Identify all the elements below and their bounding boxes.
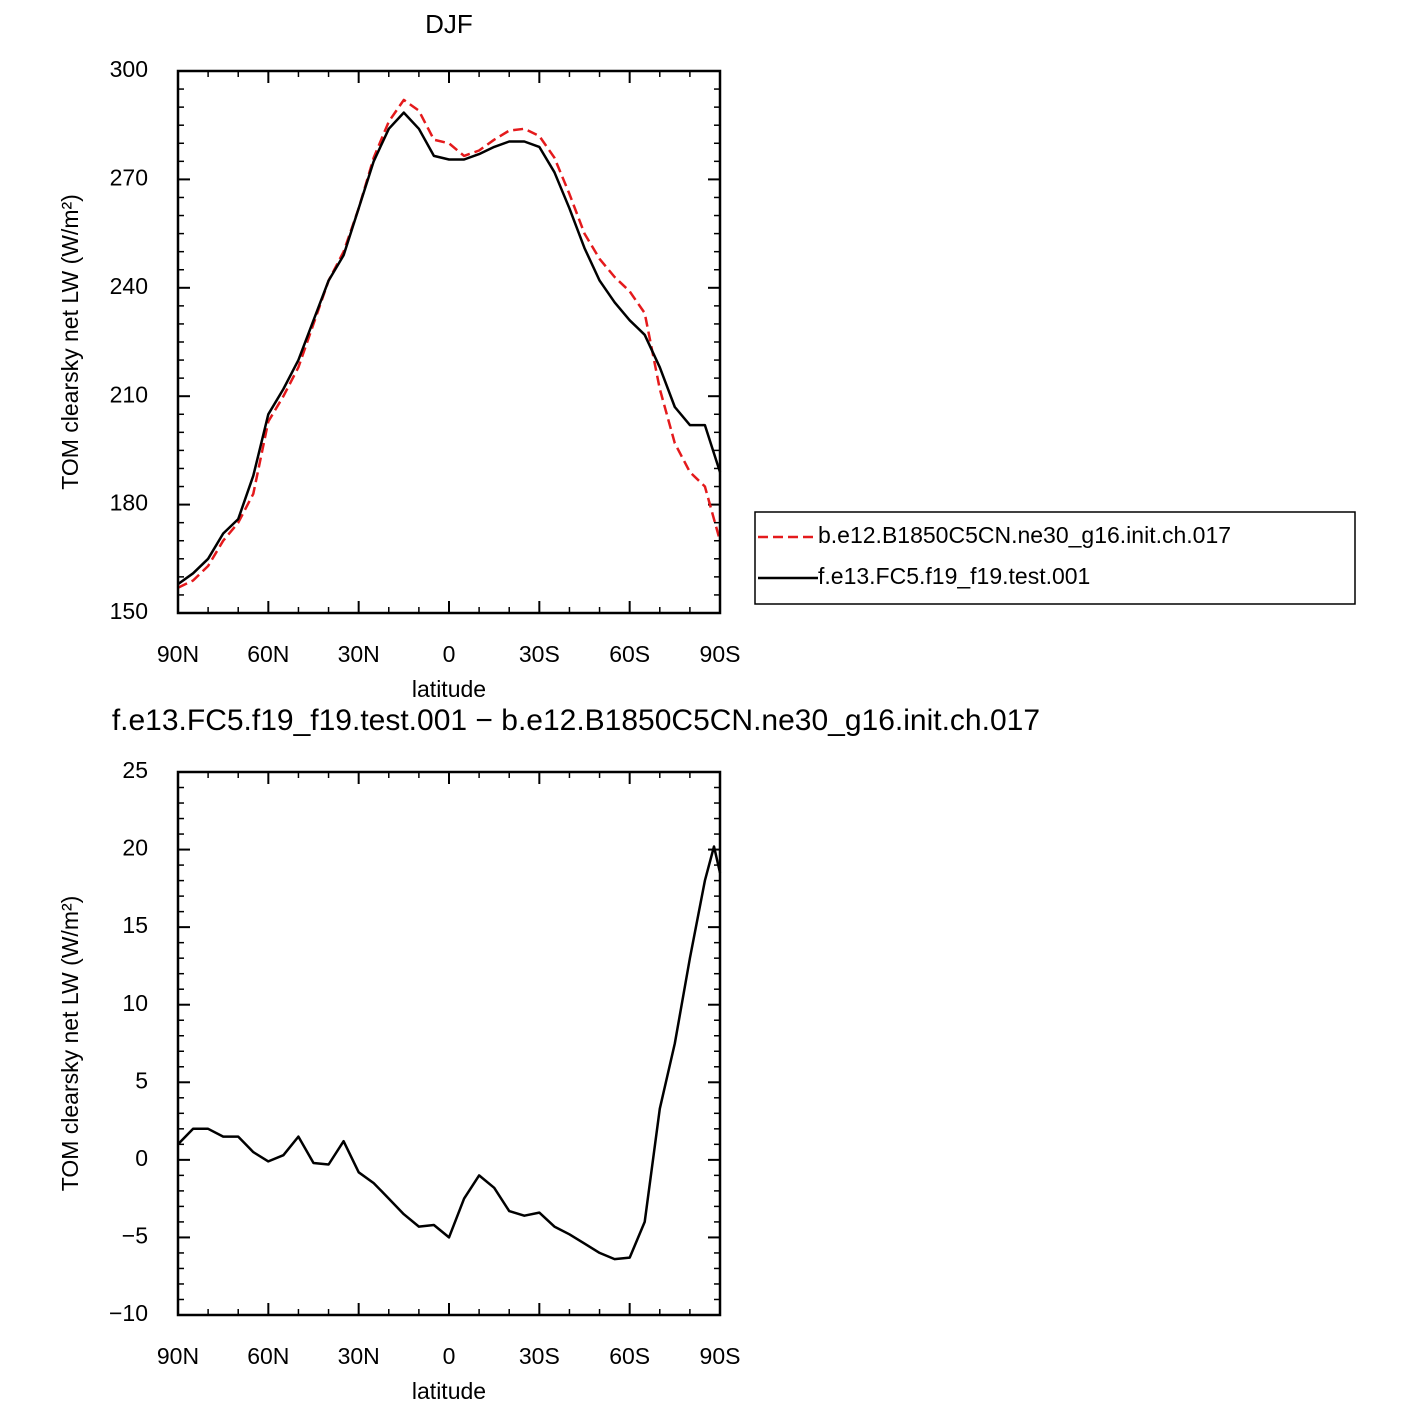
chart-title: f.e13.FC5.f19_f19.test.001 − b.e12.B1850… bbox=[112, 704, 1040, 737]
data-line bbox=[177, 845, 722, 1261]
y-tick-label: 270 bbox=[110, 164, 148, 190]
y-tick-label: 180 bbox=[110, 490, 148, 516]
x-tick-label: 30S bbox=[519, 641, 560, 667]
x-tick-label: 0 bbox=[443, 1343, 456, 1369]
plot-frame bbox=[176, 770, 722, 1317]
x-tick-label: 90S bbox=[700, 641, 741, 667]
x-tick-label: 0 bbox=[443, 641, 456, 667]
y-tick-label: −10 bbox=[109, 1300, 148, 1326]
plot-frame bbox=[176, 69, 722, 615]
y-tick-label: 0 bbox=[135, 1145, 148, 1171]
legend-box bbox=[754, 511, 1356, 605]
x-tick-label: 30N bbox=[338, 1343, 380, 1369]
x-tick-label: 60N bbox=[247, 1343, 289, 1369]
y-tick-label: 210 bbox=[110, 381, 148, 407]
data-line bbox=[177, 111, 722, 586]
x-tick-label: 90N bbox=[157, 641, 199, 667]
x-axis-label: latitude bbox=[412, 1378, 486, 1404]
y-tick-label: −5 bbox=[122, 1223, 148, 1249]
data-line bbox=[177, 98, 722, 589]
x-tick-label: 90N bbox=[157, 1343, 199, 1369]
x-tick-label: 90S bbox=[700, 1343, 741, 1369]
x-tick-label: 30N bbox=[338, 641, 380, 667]
legend-label: f.e13.FC5.f19_f19.test.001 bbox=[818, 563, 1090, 589]
x-tick-label: 60N bbox=[247, 641, 289, 667]
y-axis-label: TOM clearsky net LW (W/m²) bbox=[57, 896, 83, 1192]
y-tick-label: 20 bbox=[122, 835, 148, 861]
y-tick-label: 5 bbox=[135, 1067, 148, 1093]
y-tick-label: 150 bbox=[110, 598, 148, 624]
y-axis-label: TOM clearsky net LW (W/m²) bbox=[57, 194, 83, 490]
x-tick-label: 60S bbox=[609, 1343, 650, 1369]
y-tick-label: 300 bbox=[110, 56, 148, 82]
y-tick-label: 240 bbox=[110, 273, 148, 299]
y-tick-label: 10 bbox=[122, 990, 148, 1016]
x-tick-label: 60S bbox=[609, 641, 650, 667]
y-tick-label: 15 bbox=[122, 912, 148, 938]
y-tick-label: 25 bbox=[122, 757, 148, 783]
x-tick-label: 30S bbox=[519, 1343, 560, 1369]
chart-title: DJF bbox=[425, 9, 473, 39]
x-axis-label: latitude bbox=[412, 676, 486, 702]
legend-label: b.e12.B1850C5CN.ne30_g16.init.ch.017 bbox=[818, 522, 1231, 548]
